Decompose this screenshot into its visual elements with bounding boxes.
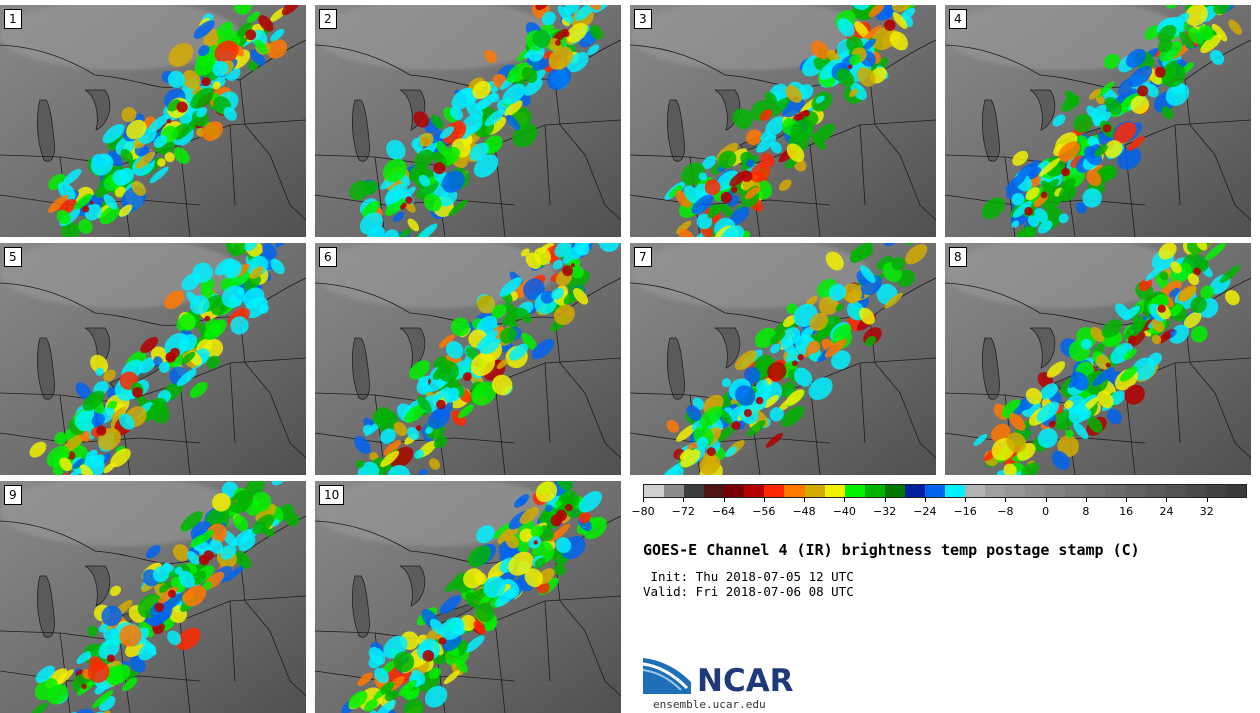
colorbar-tick-label: −64 — [712, 505, 735, 518]
colorbar-tick — [844, 498, 845, 502]
colorbar-tick-label: 8 — [1082, 505, 1089, 518]
panel-number: 6 — [319, 247, 337, 267]
colorbar-cell — [905, 485, 925, 497]
site-url: ensemble.ucar.edu — [653, 698, 766, 711]
satellite-map — [0, 5, 306, 237]
satellite-map — [630, 243, 936, 475]
satellite-map — [630, 5, 936, 237]
colorbar-cell — [985, 485, 1005, 497]
colorbar-cell — [1045, 485, 1065, 497]
colorbar-cell — [845, 485, 865, 497]
colorbar-cell — [885, 485, 905, 497]
colorbar-tick — [925, 498, 926, 502]
panel-number: 8 — [949, 247, 967, 267]
postage-stamp-panel: 9 — [0, 481, 306, 713]
colorbar-tick-label: −48 — [792, 505, 815, 518]
colorbar-tick-label: −24 — [913, 505, 936, 518]
colorbar-cell — [925, 485, 945, 497]
panel-number: 1 — [4, 9, 22, 29]
colorbar-tick — [724, 498, 725, 502]
colorbar-tick-label: 32 — [1200, 505, 1214, 518]
panel-number: 2 — [319, 9, 337, 29]
postage-stamp-panel: 4 — [945, 5, 1251, 237]
colorbar-tick-label: −16 — [954, 505, 977, 518]
colorbar-tick-label: 16 — [1119, 505, 1133, 518]
colorbar-tick-label: −80 — [631, 505, 654, 518]
colorbar-tick — [683, 498, 684, 502]
colorbar-tick-label: −72 — [672, 505, 695, 518]
panel-number: 9 — [4, 485, 22, 505]
colorbar-cell — [1166, 485, 1186, 497]
colorbar-cell — [704, 485, 724, 497]
postage-stamp-panel: 6 — [315, 243, 621, 475]
postage-stamp-panel: 5 — [0, 243, 306, 475]
colorbar-tick — [1005, 498, 1006, 502]
colorbar — [643, 484, 1247, 498]
colorbar-tick — [1207, 498, 1208, 502]
colorbar-cell — [865, 485, 885, 497]
colorbar-cell — [744, 485, 764, 497]
colorbar-cell — [764, 485, 784, 497]
colorbar-tick-label: 0 — [1042, 505, 1049, 518]
panel-number: 4 — [949, 9, 967, 29]
postage-stamp-panel: 2 — [315, 5, 621, 237]
colorbar-cell — [1025, 485, 1045, 497]
colorbar-cell — [1005, 485, 1025, 497]
valid-time: Valid: Fri 2018-07-06 08 UTC — [643, 584, 854, 599]
chart-title: GOES-E Channel 4 (IR) brightness temp po… — [643, 541, 1140, 559]
colorbar-cell — [945, 485, 965, 497]
satellite-map — [0, 481, 306, 713]
postage-stamp-panel: 8 — [945, 243, 1251, 475]
colorbar-tick — [764, 498, 765, 502]
colorbar-tick — [643, 498, 644, 502]
satellite-map — [315, 5, 621, 237]
colorbar-cell — [1105, 485, 1125, 497]
postage-stamp-panel: 7 — [630, 243, 936, 475]
colorbar-cell — [1126, 485, 1146, 497]
colorbar-tick-label: −40 — [833, 505, 856, 518]
colorbar-cell — [825, 485, 845, 497]
panel-number: 7 — [634, 247, 652, 267]
panel-number: 3 — [634, 9, 652, 29]
colorbar-cell — [684, 485, 704, 497]
satellite-map — [945, 5, 1251, 237]
satellite-map — [945, 243, 1251, 475]
panel-number: 5 — [4, 247, 22, 267]
colorbar-cell — [1186, 485, 1206, 497]
colorbar-cell — [1206, 485, 1226, 497]
colorbar-cell — [805, 485, 825, 497]
colorbar-tick — [965, 498, 966, 502]
colorbar-tick-label: −8 — [997, 505, 1013, 518]
colorbar-tick — [1166, 498, 1167, 502]
panel-number: 10 — [319, 485, 344, 505]
postage-stamp-panel: 10 — [315, 481, 621, 713]
colorbar-cell — [965, 485, 985, 497]
satellite-map — [315, 481, 621, 713]
colorbar-tick — [1086, 498, 1087, 502]
postage-stamp-panel: 3 — [630, 5, 936, 237]
colorbar-tick-label: 24 — [1159, 505, 1173, 518]
colorbar-cell — [1226, 485, 1246, 497]
colorbar-tick-label: −56 — [752, 505, 775, 518]
colorbar-tick — [1126, 498, 1127, 502]
colorbar-cell — [1065, 485, 1085, 497]
ncar-logo-text: NCAR — [697, 664, 794, 698]
colorbar-tick — [885, 498, 886, 502]
satellite-map — [0, 243, 306, 475]
colorbar-cell — [664, 485, 684, 497]
satellite-map — [315, 243, 621, 475]
colorbar-cell — [784, 485, 804, 497]
colorbar-tick — [804, 498, 805, 502]
colorbar-cell — [1085, 485, 1105, 497]
colorbar-tick-label: −32 — [873, 505, 896, 518]
colorbar-cell — [644, 485, 664, 497]
colorbar-tick — [1046, 498, 1047, 502]
init-time: Init: Thu 2018-07-05 12 UTC — [643, 569, 854, 584]
colorbar-cell — [1146, 485, 1166, 497]
colorbar-cell — [724, 485, 744, 497]
postage-stamp-panel: 1 — [0, 5, 306, 237]
